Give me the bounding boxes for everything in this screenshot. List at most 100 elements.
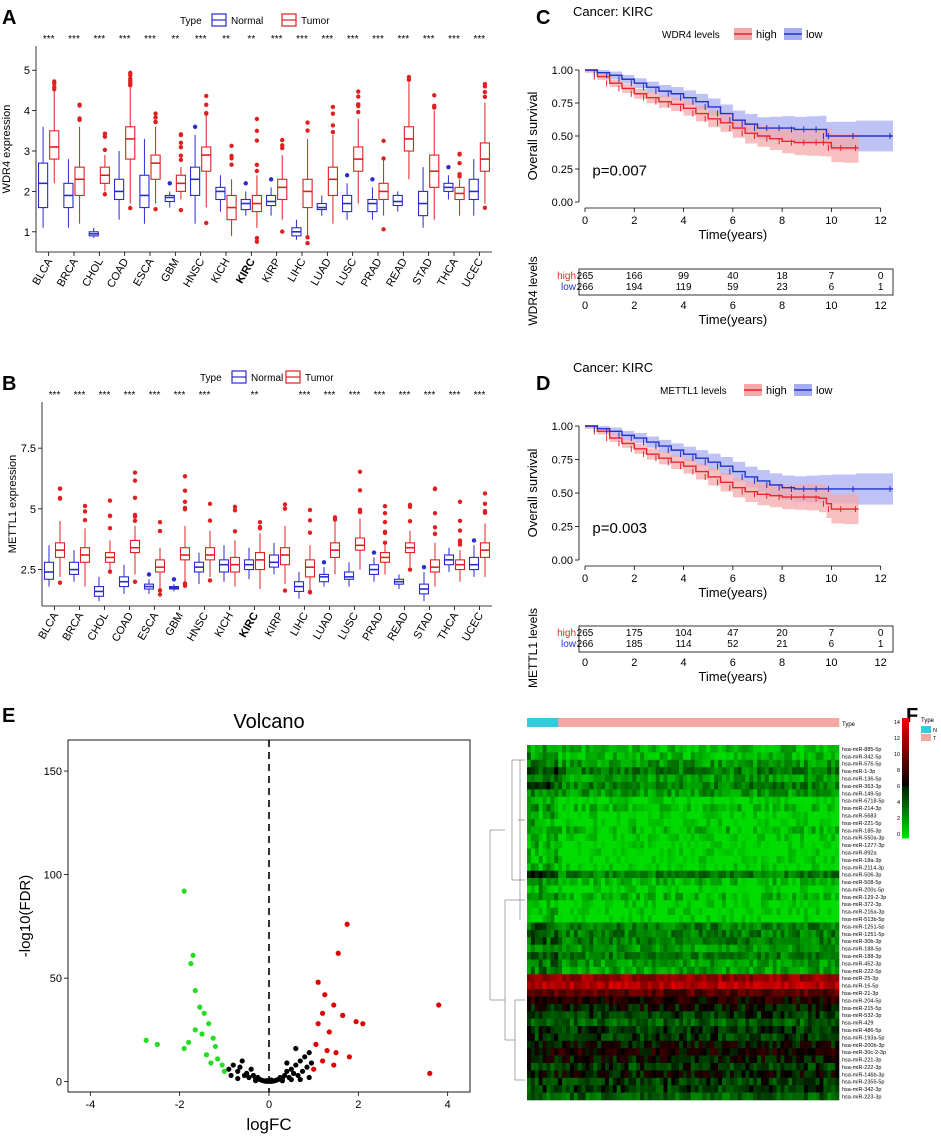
heatmap-cell	[776, 1033, 781, 1042]
heatmap-cell	[675, 929, 680, 938]
heatmap-cell	[788, 952, 793, 960]
heatmap-cell	[530, 833, 536, 842]
heatmap-cell	[573, 1040, 578, 1049]
heatmap-cell	[807, 826, 812, 835]
heatmap-cell	[718, 774, 723, 783]
heatmap-cell	[647, 952, 653, 960]
heatmap-cell	[636, 855, 641, 864]
outlier-point	[157, 520, 163, 525]
heatmap-cell	[683, 774, 688, 783]
heatmap-cell	[647, 885, 653, 894]
risk-row-label-high: high	[557, 271, 576, 282]
heatmap-cell	[827, 804, 832, 812]
heatmap-cell	[534, 1092, 539, 1101]
heatmap-cell	[597, 878, 602, 886]
x-tick-label-chol: CHOL	[85, 611, 111, 643]
heatmap-cell	[679, 1033, 684, 1042]
heatmap-cell	[796, 996, 801, 1005]
heatmap-cell	[527, 833, 532, 842]
heatmap-cell	[616, 1026, 621, 1034]
heatmap-cell	[554, 811, 559, 820]
heatmap-cell	[718, 981, 723, 990]
heatmap-cell	[690, 989, 695, 997]
heatmap-cell	[788, 811, 793, 820]
y-tick-label: 0.50	[552, 488, 573, 500]
heatmap-cell	[722, 885, 727, 894]
row-label: hsa-miR-2114-3p	[842, 865, 884, 871]
outlier-point	[128, 73, 133, 78]
heatmap-cell	[710, 789, 715, 798]
heatmap-cell	[764, 848, 770, 857]
heatmap-cell	[753, 1077, 758, 1086]
box-normal-kirp	[268, 554, 280, 568]
heatmap-cell	[527, 907, 532, 916]
heatmap-cell	[558, 767, 563, 775]
heatmap-cell	[741, 996, 746, 1005]
heatmap-cell	[605, 1048, 610, 1056]
heatmap-cell	[710, 752, 715, 761]
heatmap-cell	[585, 944, 590, 953]
heatmap-cell	[807, 1048, 812, 1056]
heatmap-cell	[753, 767, 758, 775]
colorbar-step	[902, 724, 909, 727]
heatmap-cell	[745, 944, 750, 953]
heatmap-cell	[686, 1063, 692, 1071]
volcano-point-down	[215, 1056, 221, 1062]
heatmap-cell	[722, 789, 727, 798]
heatmap-cell	[788, 937, 793, 945]
heatmap-cell	[780, 833, 785, 842]
heatmap-cell	[784, 863, 789, 872]
heatmap-cell	[527, 1018, 532, 1027]
outlier-point	[171, 577, 177, 582]
heatmap-cell	[577, 855, 582, 864]
type-annotation-cell	[659, 718, 664, 727]
x-tick-label-kirc: KIRC	[234, 256, 258, 285]
heatmap-cell	[671, 833, 676, 842]
heatmap-cell	[647, 1092, 653, 1101]
heatmap-cell	[651, 796, 656, 805]
heatmap-cell	[706, 1003, 711, 1012]
heatmap-cell	[659, 804, 664, 812]
heatmap-cell	[616, 1092, 621, 1101]
volcano-point-up	[315, 979, 321, 985]
heatmap-cell	[690, 855, 695, 864]
heatmap-cell	[800, 1011, 805, 1019]
heatmap-cell	[663, 811, 668, 820]
heatmap-cell	[768, 848, 773, 857]
heatmap-cell	[827, 952, 832, 960]
heatmap-cell	[644, 885, 649, 894]
heatmap-cell	[741, 959, 746, 968]
heatmap-cell	[546, 922, 551, 931]
heatmap-cell	[835, 952, 840, 960]
heatmap-cell	[815, 1085, 820, 1093]
heatmap-cell	[655, 959, 660, 968]
colorbar-step	[902, 818, 909, 821]
type-annotation-cell	[546, 718, 551, 727]
heatmap-cell	[710, 929, 715, 938]
heatmap-cell	[644, 1033, 649, 1042]
heatmap-cell	[636, 1048, 641, 1056]
heatmap-cell	[733, 745, 738, 753]
heatmap-cell	[530, 989, 536, 997]
heatmap-cell	[694, 781, 699, 790]
heatmap-cell	[593, 892, 598, 901]
heatmap-cell	[546, 900, 551, 909]
heatmap-cell	[757, 759, 762, 768]
heatmap-cell	[831, 966, 836, 975]
heatmap-cell	[671, 745, 676, 753]
heatmap-cell	[663, 1018, 668, 1027]
volcano-point-ns	[288, 1076, 294, 1083]
heatmap-cell	[601, 1055, 606, 1064]
heatmap-cell	[616, 789, 621, 798]
colorbar-step	[902, 816, 909, 819]
heatmap-cell	[597, 922, 602, 931]
heatmap-cell	[566, 841, 571, 849]
heatmap-cell	[827, 892, 832, 901]
heatmap-cell	[768, 855, 773, 864]
heatmap-cell	[788, 1055, 793, 1064]
heatmap-cell	[679, 870, 684, 879]
heatmap-cell	[819, 885, 824, 894]
heatmap-cell	[671, 1092, 676, 1101]
heatmap-cell	[702, 1026, 707, 1034]
heatmap-cell	[757, 989, 762, 997]
